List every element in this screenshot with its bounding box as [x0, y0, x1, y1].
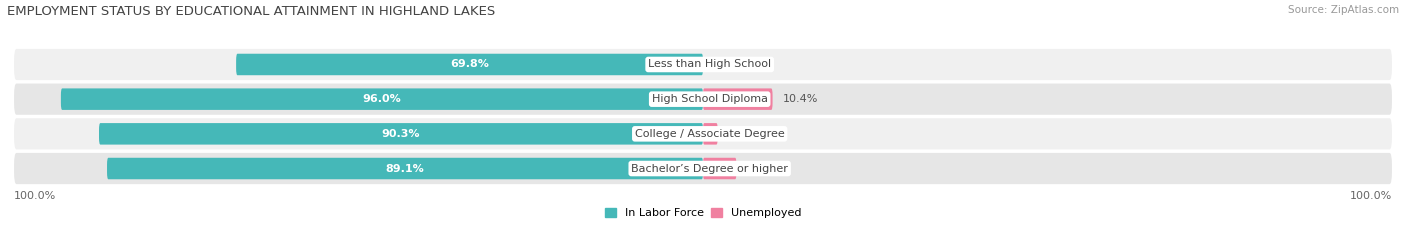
Text: 89.1%: 89.1%	[385, 164, 425, 174]
Legend: In Labor Force, Unemployed: In Labor Force, Unemployed	[605, 208, 801, 218]
Text: Bachelor’s Degree or higher: Bachelor’s Degree or higher	[631, 164, 789, 174]
Text: 69.8%: 69.8%	[450, 59, 489, 69]
Text: 100.0%: 100.0%	[1350, 191, 1392, 201]
FancyBboxPatch shape	[98, 123, 703, 145]
Text: Source: ZipAtlas.com: Source: ZipAtlas.com	[1288, 5, 1399, 15]
FancyBboxPatch shape	[703, 88, 772, 110]
Text: 96.0%: 96.0%	[363, 94, 401, 104]
Text: College / Associate Degree: College / Associate Degree	[636, 129, 785, 139]
Text: EMPLOYMENT STATUS BY EDUCATIONAL ATTAINMENT IN HIGHLAND LAKES: EMPLOYMENT STATUS BY EDUCATIONAL ATTAINM…	[7, 5, 495, 18]
FancyBboxPatch shape	[236, 54, 703, 75]
FancyBboxPatch shape	[14, 153, 1392, 184]
FancyBboxPatch shape	[703, 158, 737, 179]
Text: High School Diploma: High School Diploma	[652, 94, 768, 104]
Text: 2.2%: 2.2%	[728, 129, 756, 139]
Text: 90.3%: 90.3%	[382, 129, 420, 139]
Text: Less than High School: Less than High School	[648, 59, 772, 69]
FancyBboxPatch shape	[14, 84, 1392, 115]
FancyBboxPatch shape	[703, 123, 717, 145]
FancyBboxPatch shape	[60, 88, 703, 110]
Text: 10.4%: 10.4%	[783, 94, 818, 104]
FancyBboxPatch shape	[14, 118, 1392, 149]
FancyBboxPatch shape	[107, 158, 703, 179]
Text: 5.0%: 5.0%	[747, 164, 775, 174]
Text: 0.0%: 0.0%	[713, 59, 741, 69]
Text: 100.0%: 100.0%	[14, 191, 56, 201]
FancyBboxPatch shape	[14, 49, 1392, 80]
